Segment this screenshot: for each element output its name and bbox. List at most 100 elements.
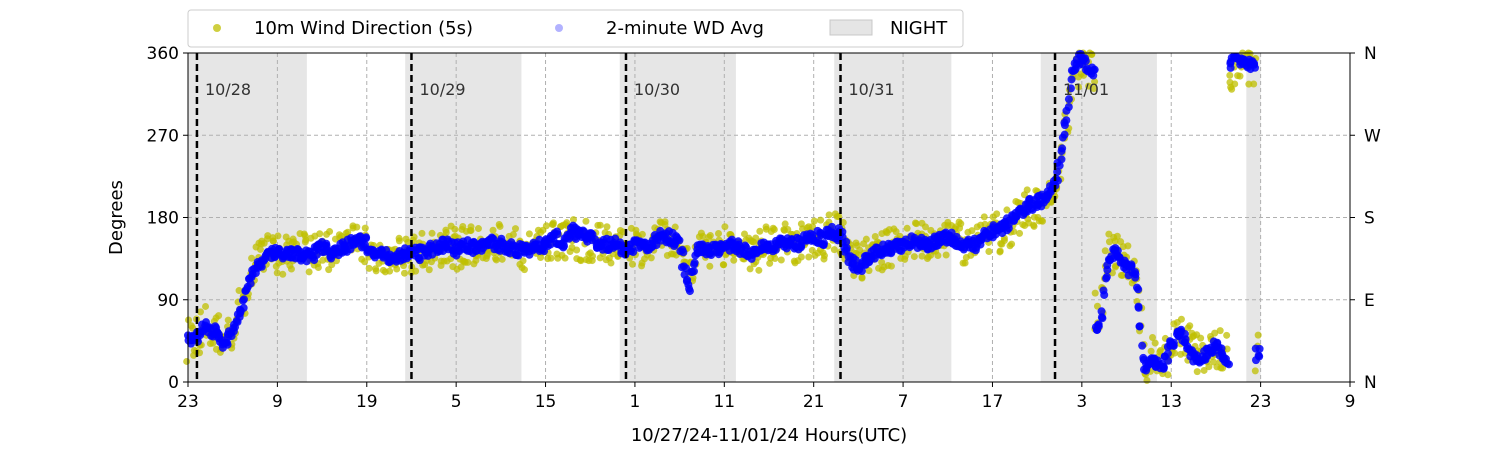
x-tick-label-9: 17 [982,392,1004,412]
data-point [325,266,333,274]
data-point [689,267,698,276]
data-point [428,229,436,237]
data-point [248,254,256,262]
data-point [741,230,749,238]
data-point [842,246,851,255]
legend-label-0: 10m Wind Direction (5s) [254,18,473,39]
legend-swatch-0 [213,24,221,32]
day-marker-label-1: 10/29 [419,80,465,99]
data-point [1200,366,1208,374]
data-point [1062,116,1071,125]
data-point [1030,222,1038,230]
x-tick-label-10: 3 [1076,392,1087,412]
data-point [569,216,577,224]
x-tick-label-1: 9 [272,392,283,412]
data-point [1127,260,1136,269]
data-point [547,254,555,262]
data-point [1147,347,1155,355]
data-point [1008,240,1016,248]
legend-swatch-night [829,19,873,36]
data-point [1075,83,1083,91]
legend-label-night: NIGHT [890,18,948,39]
data-point [1135,322,1144,331]
data-point [1138,341,1147,350]
x-tick-label-8: 7 [898,392,909,412]
data-point [805,253,813,261]
data-point [279,270,287,278]
data-point [474,225,482,233]
data-point [1193,368,1201,376]
legend-box [187,9,964,48]
data-point [273,269,281,277]
data-point [910,253,918,261]
data-point [808,223,816,231]
data-point [442,228,450,236]
data-point [242,285,251,294]
data-point [957,220,965,228]
data-point [851,255,860,264]
data-point [980,213,988,221]
data-point [1091,289,1099,297]
data-point [628,260,636,268]
data-point [720,261,728,269]
data-point [400,269,408,277]
data-point [1039,217,1047,225]
data-point [741,241,750,250]
data-point [577,257,585,265]
data-point [596,221,604,229]
data-point [770,226,778,234]
data-point [1246,50,1254,58]
data-point [1097,307,1106,316]
data-point [730,256,738,264]
data-point [498,255,506,263]
data-point [542,222,550,230]
data-point [1181,335,1190,344]
data-point [361,224,369,232]
data-point [1197,334,1205,342]
data-point [1250,80,1258,88]
data-point [1101,247,1109,255]
data-point [1236,72,1244,80]
data-point [1205,363,1213,371]
data-point [1081,57,1090,66]
data-point [862,235,870,243]
data-point [185,316,193,324]
data-point [457,263,465,271]
data-point [820,252,828,260]
x-tick-label-5: 1 [630,392,641,412]
y2-tick-label-4: N [1364,44,1377,64]
data-point [511,225,519,233]
data-point [1216,327,1224,335]
data-point [202,302,210,310]
data-point [196,308,204,316]
data-point [305,268,313,276]
data-point [582,217,590,225]
data-point [549,220,557,228]
data-point [762,223,770,231]
data-point [553,230,562,239]
x-tick-label-7: 21 [803,392,825,412]
data-point [1098,314,1107,323]
data-point [1090,85,1098,93]
data-point [1090,65,1099,74]
data-point [1226,63,1235,72]
data-point [1055,161,1064,170]
data-point [393,265,401,273]
data-point [209,339,217,347]
y2-tick-label-2: S [1364,209,1375,229]
data-point [918,252,926,260]
data-point [520,266,528,274]
data-point [1254,331,1262,339]
data-point [1186,322,1194,330]
data-point [887,262,895,270]
y-tick-label-2: 180 [147,209,179,229]
data-point [942,251,950,259]
y-tick-label-4: 360 [147,44,179,64]
data-point [1251,367,1259,375]
data-point [1250,63,1259,72]
data-point [1169,341,1178,350]
data-point [679,248,688,257]
data-point [817,216,825,224]
data-point [1102,272,1111,281]
